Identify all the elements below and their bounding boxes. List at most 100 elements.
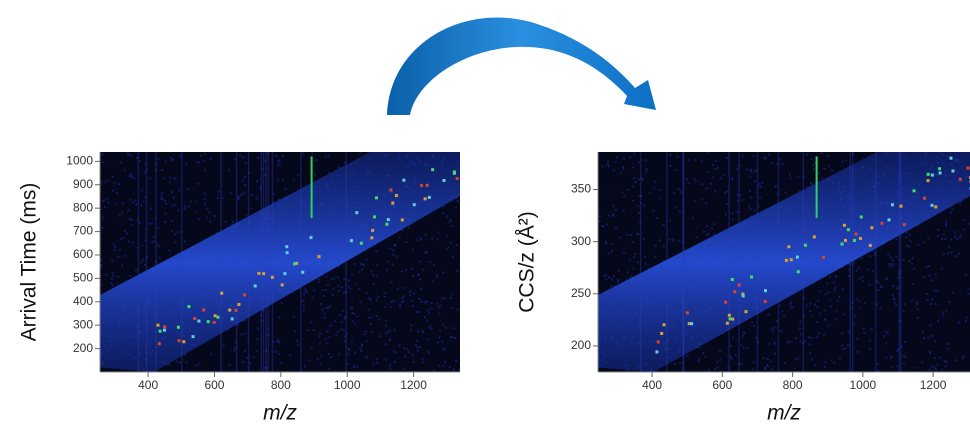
heatmap-noise	[797, 357, 800, 360]
heatmap-noise	[360, 349, 363, 352]
heatmap-noise	[115, 192, 118, 195]
heatmap-noise	[911, 262, 914, 265]
heatmap-noise	[348, 279, 351, 282]
heatmap-noise	[330, 277, 333, 280]
heatmap-noise	[328, 171, 331, 174]
heatmap-noise	[359, 152, 362, 155]
heatmap-noise	[803, 314, 806, 317]
heatmap-noise	[161, 192, 164, 195]
heatmap-noise	[146, 256, 149, 259]
heatmap-noise	[278, 340, 281, 343]
heatmap-noise	[206, 207, 209, 210]
heatmap-noise	[278, 162, 281, 165]
heatmap-noise	[852, 152, 855, 155]
heatmap-noise	[871, 249, 874, 252]
heatmap-noise	[637, 232, 640, 235]
heatmap-noise	[394, 243, 397, 246]
heatmap-noise	[302, 304, 305, 307]
heatmap-noise	[936, 320, 939, 323]
heatmap-peak	[741, 294, 745, 298]
heatmap-noise	[246, 357, 249, 360]
heatmap-noise	[798, 327, 801, 330]
heatmap-noise	[876, 369, 879, 372]
heatmap-noise	[297, 174, 300, 177]
heatmap-noise	[701, 198, 704, 201]
x-axis-label: m/z	[263, 402, 297, 425]
heatmap-noise	[824, 293, 827, 296]
heatmap-noise	[408, 351, 411, 354]
heatmap-noise	[280, 302, 283, 305]
heatmap-noise	[810, 314, 813, 317]
heatmap-noise	[636, 261, 639, 264]
heatmap-noise	[810, 337, 813, 340]
heatmap-noise	[716, 166, 719, 169]
heatmap-noise	[164, 160, 167, 163]
heatmap-peak	[660, 332, 664, 336]
heatmap-noise	[404, 355, 407, 358]
heatmap-noise	[277, 160, 280, 163]
heatmap-peak	[257, 271, 261, 275]
x-tick-label: 1200	[920, 378, 947, 392]
heatmap-noise	[803, 340, 806, 343]
heatmap-noise	[179, 155, 182, 158]
heatmap-noise	[902, 362, 905, 365]
heatmap-noise	[435, 302, 438, 305]
heatmap-noise	[810, 358, 813, 361]
heatmap-noise	[658, 239, 661, 242]
heatmap-noise	[308, 359, 311, 362]
heatmap-noise	[903, 354, 906, 357]
heatmap-noise	[813, 303, 816, 306]
heatmap-noise	[941, 237, 944, 240]
heatmap-peak	[796, 270, 800, 274]
heatmap-noise	[372, 363, 375, 366]
heatmap-noise	[673, 192, 676, 195]
heatmap-noise	[759, 196, 762, 199]
heatmap-noise	[601, 165, 604, 168]
heatmap-streak	[802, 152, 805, 372]
heatmap-noise	[277, 338, 280, 341]
heatmap-noise	[448, 221, 451, 224]
heatmap-noise	[598, 215, 601, 218]
heatmap-noise	[402, 295, 405, 298]
heatmap-noise	[704, 356, 707, 359]
heatmap-noise	[222, 344, 225, 347]
heatmap-peak	[253, 284, 257, 288]
heatmap-noise	[375, 315, 378, 318]
heatmap-noise	[623, 195, 626, 198]
heatmap-peak	[737, 283, 741, 287]
heatmap-noise	[289, 354, 292, 357]
heatmap-peak	[842, 223, 846, 227]
heatmap-peak	[373, 215, 377, 219]
heatmap-noise	[395, 255, 398, 258]
heatmap-noise	[855, 298, 858, 301]
heatmap-peak	[193, 316, 197, 320]
heatmap-noise	[946, 347, 949, 350]
heatmap-noise	[964, 273, 967, 276]
heatmap-noise	[174, 233, 177, 236]
heatmap-noise	[194, 210, 197, 213]
heatmap-noise	[126, 232, 129, 235]
heatmap-noise	[455, 360, 458, 363]
heatmap-noise	[422, 269, 425, 272]
heatmap-noise	[662, 224, 665, 227]
heatmap-noise	[648, 192, 651, 195]
heatmap-noise	[729, 344, 732, 347]
heatmap-noise	[694, 180, 697, 183]
heatmap-noise	[632, 267, 635, 270]
heatmap-noise	[947, 342, 950, 345]
heatmap-noise	[317, 281, 320, 284]
heatmap-noise	[139, 204, 142, 207]
heatmap-peak	[412, 203, 416, 207]
heatmap-noise	[187, 205, 190, 208]
heatmap-noise	[672, 239, 675, 242]
heatmap-noise	[626, 188, 629, 191]
heatmap-noise	[264, 366, 267, 369]
heatmap-noise	[958, 252, 961, 255]
heatmap-noise	[333, 277, 336, 280]
heatmap-noise	[896, 287, 899, 290]
heatmap-noise	[112, 272, 115, 275]
heatmap-noise	[172, 196, 175, 199]
heatmap-noise	[771, 368, 774, 371]
heatmap-peak	[220, 291, 224, 295]
heatmap-noise	[239, 194, 242, 197]
